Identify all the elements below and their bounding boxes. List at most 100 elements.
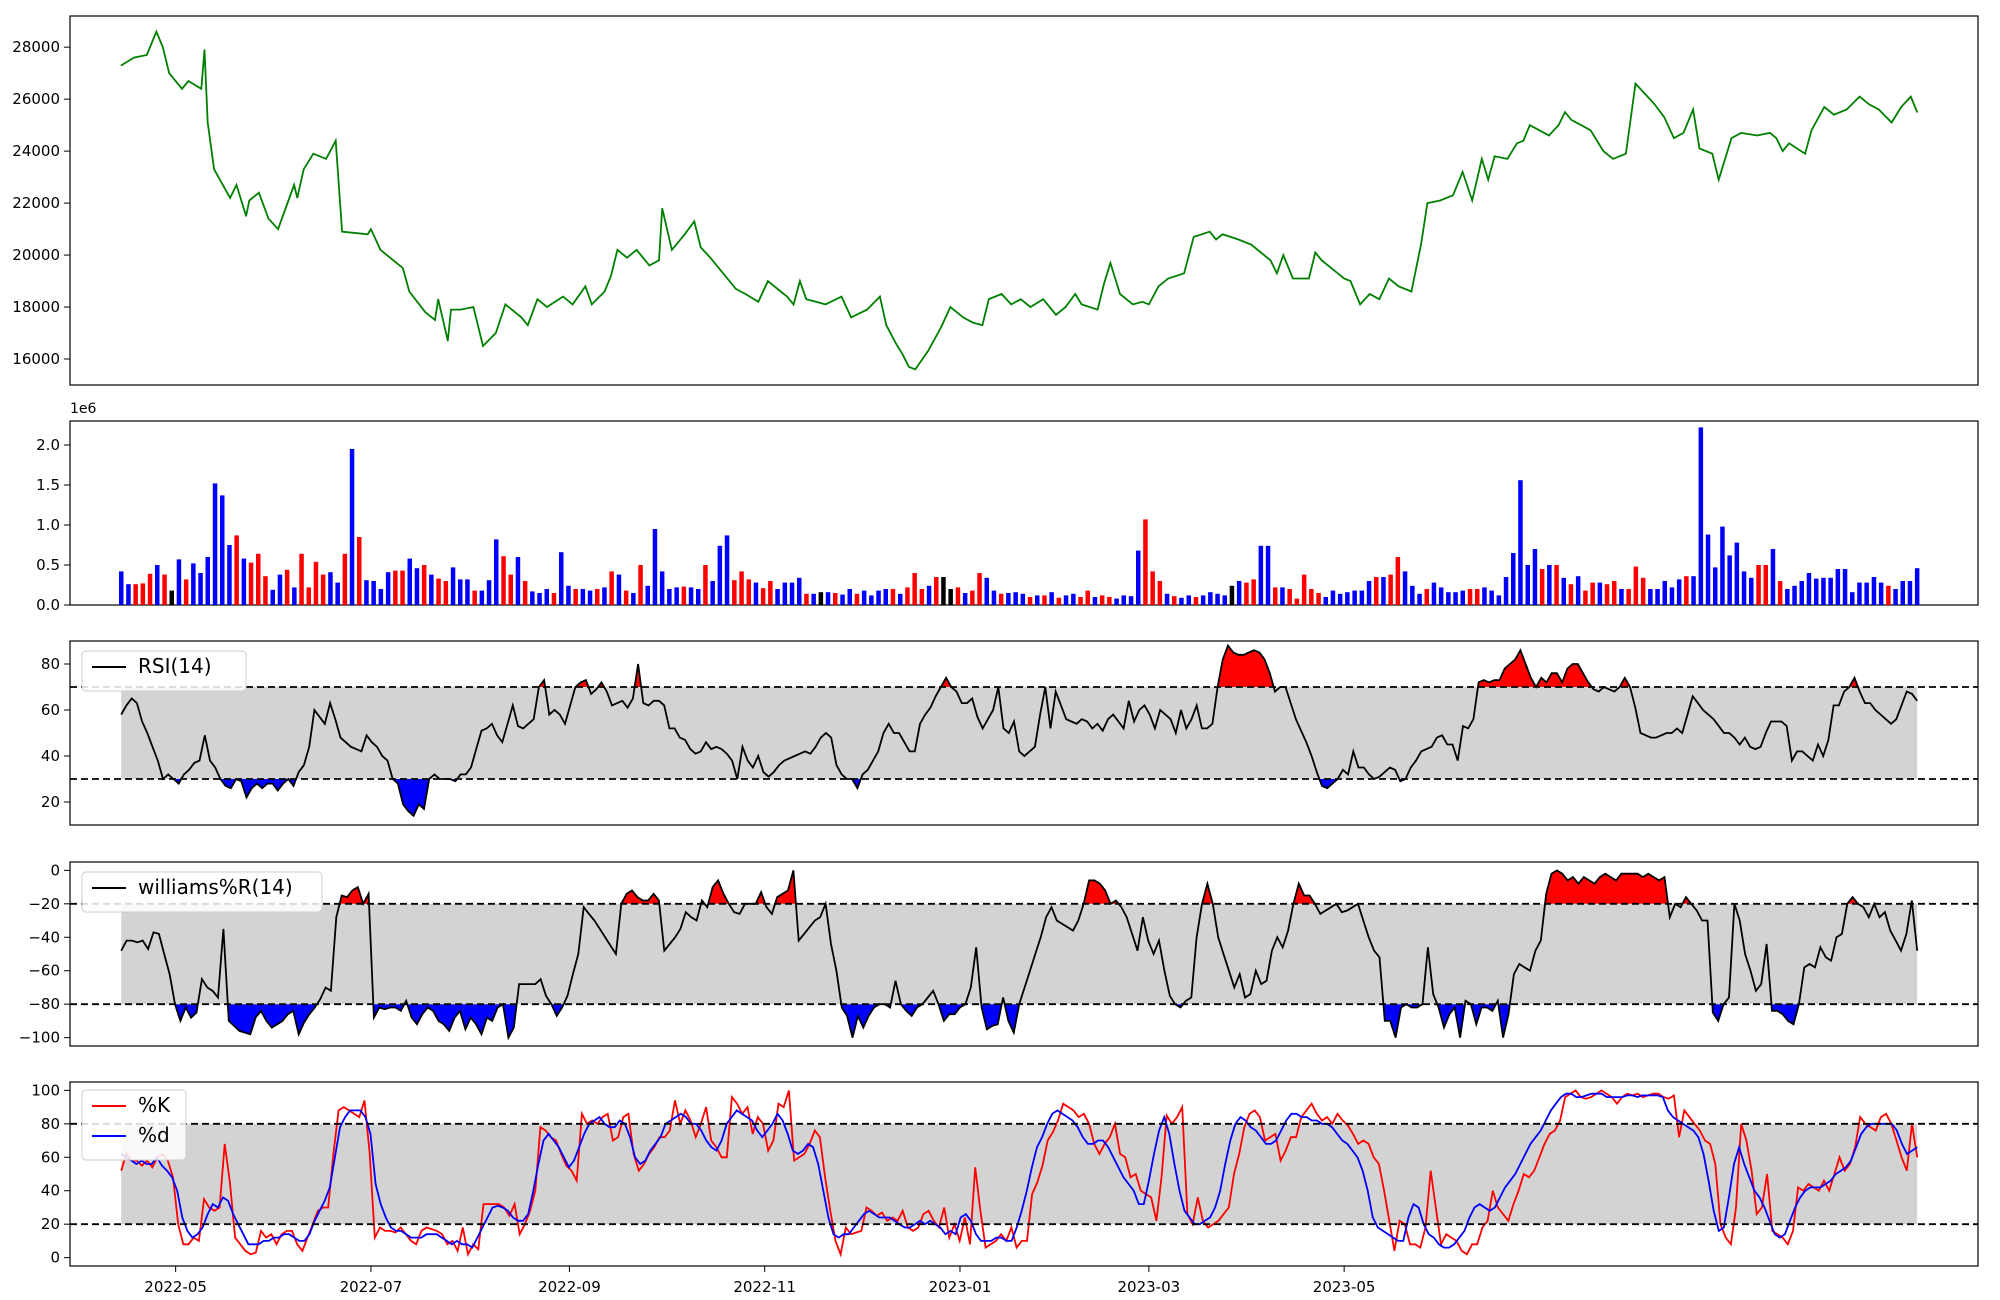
price-point xyxy=(367,233,369,235)
price-point xyxy=(248,199,250,202)
volume-bar xyxy=(1374,577,1379,605)
price-point xyxy=(572,303,574,305)
price-point xyxy=(901,353,903,355)
volume-bar xyxy=(1107,597,1112,605)
volume-bar xyxy=(1914,568,1920,605)
plot-frame xyxy=(69,15,1979,386)
price-point xyxy=(1823,106,1825,108)
volume-bar xyxy=(890,589,896,605)
price-point xyxy=(168,72,170,74)
price-point xyxy=(1349,280,1352,282)
volume-bar xyxy=(277,574,283,605)
volume-bar xyxy=(1612,581,1617,605)
price-point xyxy=(780,290,782,293)
volume-bar xyxy=(1078,597,1083,605)
volume-bar xyxy=(515,557,521,605)
price-point xyxy=(1141,301,1143,303)
volume-bar xyxy=(1467,589,1473,605)
volume-bar xyxy=(364,580,369,605)
volume-bar xyxy=(1633,566,1639,605)
price-point xyxy=(1487,179,1489,181)
price-point xyxy=(187,80,189,82)
volume-bar xyxy=(1756,565,1761,605)
volume-bar xyxy=(1777,581,1783,605)
price-point xyxy=(972,322,974,324)
y-tick-label: 20 xyxy=(41,793,60,811)
axis-multiplier: 1e6 xyxy=(70,401,97,417)
volume-bar xyxy=(977,573,982,605)
volume-bar xyxy=(1669,587,1675,605)
volume-bar xyxy=(667,589,672,605)
price-point xyxy=(1369,293,1371,295)
volume-bar xyxy=(1835,569,1841,605)
y-tick-label: 20000 xyxy=(12,246,60,264)
volume-bar xyxy=(941,577,946,605)
price-point xyxy=(616,249,619,251)
volume-bar xyxy=(1251,579,1256,605)
price-point xyxy=(824,303,827,305)
price-point xyxy=(1590,129,1592,131)
y-tick-label: −100 xyxy=(19,1029,60,1047)
y-tick-label: 60 xyxy=(41,1148,60,1166)
volume-bar xyxy=(183,579,189,605)
volume-bar xyxy=(1814,578,1819,605)
price-point xyxy=(520,316,523,318)
volume-bar xyxy=(1208,592,1213,605)
volume-bar xyxy=(155,565,160,605)
price-point xyxy=(460,309,462,311)
volume-bar xyxy=(371,581,376,605)
price-point xyxy=(146,54,148,56)
x-axis: 2022-05 2022-07 2022-09 2022-11 2023-01 2023-… xyxy=(144,1266,1375,1296)
volume-bar xyxy=(1482,587,1487,605)
volume-bar xyxy=(883,589,888,605)
volume-bar xyxy=(1453,592,1458,605)
volume-bar xyxy=(1590,582,1595,605)
volume-bar xyxy=(1200,595,1206,605)
price-point xyxy=(267,218,270,220)
volume-bar xyxy=(1525,565,1530,605)
volume-bar xyxy=(919,589,925,605)
price-point xyxy=(1900,106,1902,108)
price-point xyxy=(1398,285,1400,287)
volume-bar xyxy=(479,590,485,605)
price-point xyxy=(303,168,305,170)
volume-bar xyxy=(176,559,182,605)
price-point xyxy=(1193,236,1195,238)
plot-frame xyxy=(69,861,1979,1047)
price-point xyxy=(693,220,695,222)
volume-bar xyxy=(1734,542,1740,605)
volume-bar xyxy=(854,593,860,605)
price-point xyxy=(1020,298,1022,300)
volume-bar xyxy=(1662,581,1667,605)
price-point xyxy=(591,303,593,305)
y-tick-label: 0.5 xyxy=(36,556,60,574)
volume-bar xyxy=(320,574,326,605)
volume-bar xyxy=(1727,555,1732,605)
volume-bar xyxy=(912,573,917,605)
volume-bar xyxy=(1806,573,1812,605)
volume-bar xyxy=(825,592,831,605)
price-point xyxy=(1314,251,1316,254)
volume-bar xyxy=(530,591,535,605)
price-point xyxy=(1769,132,1771,134)
volume-bar xyxy=(587,590,593,605)
price-point xyxy=(527,324,529,326)
volume-bar xyxy=(1280,587,1285,605)
volume-bar xyxy=(1294,598,1300,605)
volume-bar xyxy=(378,589,384,605)
price-point xyxy=(120,64,122,66)
volume-bar xyxy=(1575,576,1581,605)
volume-bar xyxy=(1027,597,1033,605)
volume-bar xyxy=(934,577,939,605)
volume-bar xyxy=(241,558,247,605)
price-point xyxy=(908,366,910,368)
price-point xyxy=(296,197,298,199)
volume-bar xyxy=(1741,571,1747,605)
volume-bar xyxy=(703,565,708,605)
volume-bar xyxy=(1273,587,1278,605)
price-point xyxy=(293,184,295,186)
volume-bar xyxy=(1568,584,1574,605)
volume-bar xyxy=(191,563,196,605)
volume-bar xyxy=(898,593,903,605)
x-tick-label: 2022-09 xyxy=(538,1278,601,1296)
